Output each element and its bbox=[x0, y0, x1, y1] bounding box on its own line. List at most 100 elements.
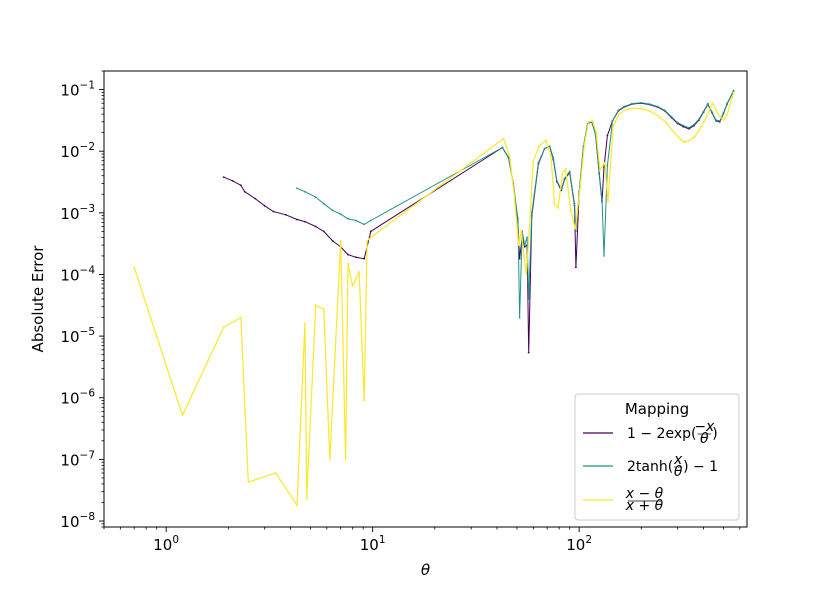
series-2-point bbox=[587, 120, 590, 123]
series-2-point bbox=[247, 481, 250, 483]
y-tick-label: 10−6 bbox=[60, 388, 95, 408]
series-1-point bbox=[339, 213, 342, 216]
series-1-point bbox=[670, 116, 673, 118]
series-2-point bbox=[314, 304, 317, 306]
x-tick-label: 101 bbox=[360, 534, 386, 554]
series-2-point bbox=[328, 458, 331, 461]
series-1-point bbox=[715, 119, 717, 121]
series-1-point bbox=[507, 156, 510, 159]
series-1-point bbox=[523, 244, 526, 247]
series-2-point bbox=[711, 102, 714, 105]
series-2-point bbox=[726, 113, 729, 115]
y-tick-label: 10−8 bbox=[60, 511, 95, 531]
series-2-point bbox=[656, 114, 659, 117]
x-axis-label: θ bbox=[421, 561, 430, 579]
series-1-point bbox=[563, 177, 566, 180]
series-2-point bbox=[698, 129, 701, 132]
series-2-point bbox=[517, 244, 520, 247]
series-1-point bbox=[623, 105, 625, 108]
series-2-point bbox=[538, 145, 540, 148]
series-2-point bbox=[351, 285, 354, 287]
legend-entry-label: 2tanh(xθ) − 1 bbox=[627, 452, 718, 480]
series-2-point bbox=[181, 414, 184, 417]
series-2-point bbox=[732, 91, 735, 94]
series-0-point bbox=[575, 266, 577, 269]
series-1-point bbox=[501, 146, 504, 149]
y-tick-label: 10−4 bbox=[60, 264, 95, 284]
series-0-point bbox=[347, 253, 349, 256]
series-2-point bbox=[545, 139, 547, 142]
series-2-point bbox=[525, 273, 528, 276]
series-0-point bbox=[240, 184, 242, 187]
series-1-point bbox=[693, 123, 695, 126]
series-1-point bbox=[296, 187, 298, 190]
y-axis-label: Absolute Error bbox=[29, 245, 47, 353]
series-1-point bbox=[718, 120, 721, 122]
series-1-point bbox=[304, 190, 306, 193]
series-2-point bbox=[222, 326, 225, 328]
series-2-point bbox=[508, 154, 511, 157]
series-2-point bbox=[607, 201, 609, 203]
series-2-point bbox=[683, 141, 685, 144]
series-2-point bbox=[358, 271, 360, 273]
series-2-point bbox=[603, 161, 606, 164]
series-2-point bbox=[339, 240, 342, 242]
series-2-point bbox=[523, 255, 525, 257]
series-2-point bbox=[579, 187, 581, 190]
svg-text:θ: θ bbox=[674, 464, 683, 480]
series-1-point bbox=[656, 105, 659, 108]
series-1-point bbox=[517, 217, 519, 220]
series-2-point bbox=[502, 137, 505, 140]
series-2-point bbox=[369, 236, 372, 239]
series-1-point bbox=[322, 202, 325, 205]
series-2-point bbox=[513, 193, 516, 196]
series-1-point bbox=[606, 164, 609, 167]
x-axis: 100 101 102 bbox=[103, 527, 741, 554]
series-0-point bbox=[518, 257, 521, 260]
legend-entry-label: x − θx + θ bbox=[625, 486, 664, 514]
series-0-point bbox=[231, 180, 234, 182]
x-tick-label: 102 bbox=[566, 534, 592, 554]
series-1-point bbox=[603, 255, 605, 257]
series-2-point bbox=[631, 107, 634, 109]
series-0-point bbox=[285, 213, 287, 216]
series-2-point bbox=[623, 109, 626, 112]
series-1-point bbox=[682, 124, 685, 127]
series-0-point bbox=[355, 256, 357, 259]
series-0-point bbox=[272, 210, 275, 213]
series-1-point bbox=[732, 89, 735, 92]
series-2-point bbox=[569, 209, 572, 212]
series-1-point bbox=[527, 298, 530, 300]
svg-text:x + θ: x + θ bbox=[625, 498, 664, 514]
series-2-point bbox=[612, 125, 614, 128]
series-0-point bbox=[527, 351, 530, 354]
series-1-point bbox=[526, 236, 528, 239]
svg-text:x − θ: x − θ bbox=[625, 486, 664, 502]
series-2-point bbox=[693, 136, 696, 138]
svg-text:−x: −x bbox=[694, 419, 715, 435]
series-2-point bbox=[550, 154, 552, 157]
series-1-point bbox=[711, 111, 713, 113]
series-0-point bbox=[369, 230, 372, 233]
series-2-point bbox=[344, 458, 347, 461]
series-0-point bbox=[322, 230, 325, 233]
series-2-point bbox=[595, 131, 598, 134]
series-1-point bbox=[548, 145, 551, 148]
series-1-point bbox=[369, 219, 372, 222]
series-2-point bbox=[520, 229, 523, 232]
series-0-line bbox=[223, 90, 735, 354]
svg-text:) − 1: ) − 1 bbox=[683, 459, 718, 475]
svg-text:): ) bbox=[712, 426, 717, 442]
series-2-line bbox=[133, 92, 735, 506]
series-1-point bbox=[676, 121, 679, 124]
series-0-point bbox=[606, 134, 609, 137]
series-0-point bbox=[296, 218, 298, 221]
series-1-point bbox=[573, 202, 576, 205]
series-1-point bbox=[347, 217, 349, 220]
series-2-point bbox=[599, 168, 601, 171]
series-2-point bbox=[703, 120, 705, 123]
series-2-point bbox=[557, 207, 559, 209]
y-tick-label: 10−2 bbox=[60, 141, 95, 161]
series-2-point bbox=[363, 399, 366, 402]
